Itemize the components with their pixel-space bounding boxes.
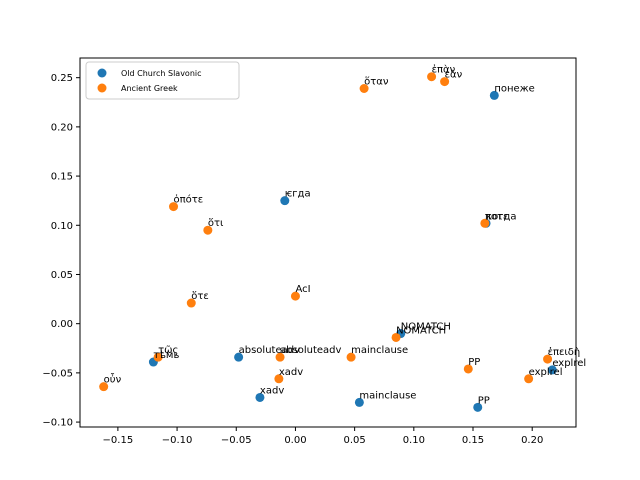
point-label-ocs-9: explrel: [552, 358, 586, 369]
point-label-greek-2: ὅταν: [364, 76, 389, 88]
point-greek-4: [203, 225, 213, 235]
point-greek-11: [346, 352, 356, 362]
point-greek-12: [274, 374, 284, 384]
x-tick-label: 0.10: [403, 435, 425, 446]
point-greek-9: [153, 352, 163, 362]
point-label-greek-9: τῶς: [158, 345, 178, 356]
point-label-ocs-4: тѣмь: [153, 350, 179, 361]
point-greek-5: [480, 218, 490, 228]
point-label-greek-13: οὖν: [104, 373, 122, 386]
x-tick-label: −0.10: [162, 435, 193, 446]
y-tick-label: 0.05: [51, 270, 73, 281]
x-tick-label: 0.05: [344, 435, 366, 446]
point-label-greek-8: NOMATCH: [396, 325, 446, 336]
point-greek-0: [427, 72, 437, 82]
point-label-greek-0: ἐπὰν: [432, 64, 456, 76]
point-label-greek-6: ὅτε: [191, 290, 209, 302]
data-points: [99, 72, 557, 412]
axis-ticks: −0.15 −0.10 −0.05 0.00 0.05 0.10 0.15 0.20 −0.10…: [42, 73, 543, 446]
point-greek-3: [169, 202, 179, 212]
y-tick-label: 0.00: [51, 319, 73, 330]
point-label-greek-11: mainclause: [351, 345, 408, 356]
legend-marker-old-church-slavonic: [97, 68, 107, 78]
point-label-ocs-5: absoluteadv: [239, 345, 300, 356]
point-label-greek-1: ἐὰν: [445, 69, 463, 81]
point-label-ocs-2: когда: [486, 211, 516, 222]
point-label-greek-14: PP: [468, 357, 480, 368]
point-ocs-7: [354, 397, 364, 407]
point-greek-1: [440, 77, 450, 87]
point-ocs-1: [280, 196, 290, 206]
point-label-ocs-1: ѥгда: [285, 189, 311, 200]
point-label-ocs-3: NOMATCH: [401, 322, 451, 333]
point-label-greek-5: ποτε: [485, 211, 509, 222]
point-greek-13: [99, 382, 109, 392]
point-label-greek-15: ἐπειδὴ: [548, 346, 581, 358]
point-label-greek-16: explrel: [529, 367, 563, 378]
point-greek-8: [391, 332, 401, 342]
point-ocs-5: [234, 352, 244, 362]
point-greek-6: [186, 298, 196, 308]
x-tick-label: −0.15: [103, 435, 134, 446]
axes-frame: [79, 57, 577, 428]
data-labels: понеже ѥгда когда NOMATCH тѣмь absoluteadv xad…: [104, 64, 586, 407]
point-label-greek-3: ὁπότε: [174, 194, 204, 206]
x-tick-label: 0.15: [462, 435, 484, 446]
legend-label-old-church-slavonic: Old Church Slavonic: [121, 69, 202, 78]
point-greek-2: [359, 84, 369, 94]
point-label-greek-10: absoluteadv: [280, 345, 341, 356]
legend-box: [85, 61, 240, 100]
legend-marker-ancient-greek: [97, 83, 107, 93]
y-tick-label: 0.25: [51, 73, 73, 84]
point-label-ocs-8: PP: [478, 395, 490, 406]
y-tick-label: −0.05: [42, 368, 73, 379]
x-tick-label: 0.00: [284, 435, 306, 446]
point-label-ocs-0: понеже: [494, 83, 535, 94]
y-tick-label: 0.20: [51, 122, 73, 133]
legend-label-ancient-greek: Ancient Greek: [121, 84, 178, 93]
y-tick-label: 0.15: [51, 172, 73, 183]
y-tick-label: −0.10: [42, 418, 73, 429]
point-label-greek-7: AcI: [295, 284, 310, 295]
x-tick-label: −0.05: [221, 435, 252, 446]
point-greek-7: [290, 291, 300, 301]
x-tick-label: 0.20: [521, 435, 543, 446]
point-ocs-6: [255, 392, 265, 402]
point-ocs-8: [473, 402, 483, 412]
point-greek-10: [275, 352, 285, 362]
y-tick-label: 0.10: [51, 221, 73, 232]
point-label-greek-4: ὅτι: [208, 217, 224, 229]
point-ocs-0: [489, 90, 499, 100]
point-greek-15: [543, 354, 553, 364]
point-label-ocs-7: mainclause: [359, 390, 416, 401]
legend: Old Church Slavonic Ancient Greek: [85, 61, 240, 100]
point-greek-14: [463, 364, 473, 374]
point-ocs-9: [547, 365, 557, 375]
point-label-greek-12: xadv: [279, 367, 303, 378]
point-greek-16: [524, 374, 534, 384]
point-label-ocs-6: xadv: [260, 385, 284, 396]
